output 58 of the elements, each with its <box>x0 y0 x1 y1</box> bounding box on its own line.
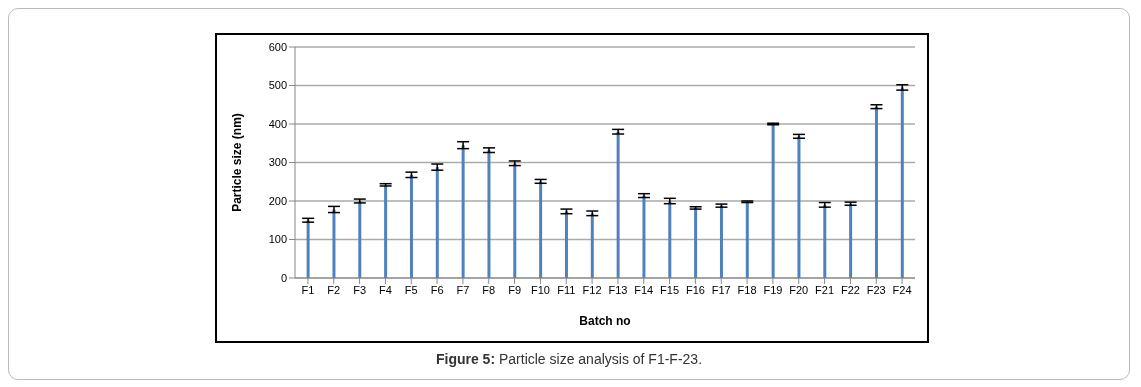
bar <box>849 203 853 278</box>
bar <box>616 131 620 278</box>
bar <box>409 174 413 278</box>
x-axis-title: Batch no <box>579 314 631 328</box>
bar <box>719 205 723 278</box>
x-tick-label: F4 <box>378 283 392 296</box>
bar <box>332 209 336 278</box>
bar <box>539 181 543 278</box>
x-tick-label: F6 <box>430 283 444 296</box>
bar <box>874 106 878 278</box>
bar <box>358 201 362 278</box>
y-axis-title: Particle size (nm) <box>230 113 245 212</box>
bar <box>590 213 594 278</box>
y-tick-label: 500 <box>268 79 287 92</box>
bar <box>797 136 801 278</box>
x-tick-label: F5 <box>404 283 418 296</box>
y-tick-label: 400 <box>268 117 287 130</box>
bar <box>487 150 491 278</box>
bar <box>513 163 517 278</box>
x-tick-label: F10 <box>530 283 550 296</box>
y-tick-label: 0 <box>280 271 287 284</box>
bar <box>642 195 646 278</box>
x-tick-label: F19 <box>763 283 783 296</box>
x-tick-label: F24 <box>892 283 912 296</box>
x-tick-label: F11 <box>557 283 576 296</box>
x-tick-label: F8 <box>482 283 496 296</box>
bar <box>461 145 465 278</box>
x-tick-label: F13 <box>608 283 628 296</box>
bar <box>384 184 388 278</box>
caption: Figure 5: Particle size analysis of F1-F-23. <box>434 351 704 367</box>
x-tick-label: F12 <box>582 283 602 296</box>
bar <box>668 201 672 278</box>
x-tick-label: F1 <box>301 283 315 296</box>
x-tick-label: F22 <box>840 283 860 296</box>
bar <box>900 87 904 278</box>
x-tick-label: F2 <box>327 283 341 296</box>
bar <box>823 204 827 278</box>
y-tick-label: 200 <box>268 194 287 207</box>
x-tick-label: F15 <box>660 283 680 296</box>
x-tick-label: F20 <box>789 283 809 296</box>
bar <box>435 167 439 278</box>
x-tick-label: F9 <box>508 283 522 296</box>
bar <box>745 201 749 278</box>
x-tick-label: F3 <box>353 283 367 296</box>
bar <box>564 211 568 278</box>
x-tick-label: F14 <box>634 283 654 296</box>
x-tick-label: F23 <box>866 283 886 296</box>
bar <box>771 124 775 278</box>
y-tick-label: 300 <box>268 156 287 169</box>
y-tick-label: 100 <box>268 233 287 246</box>
y-tick-label: 600 <box>268 40 287 53</box>
x-tick-label: F18 <box>737 283 757 296</box>
x-tick-label: F7 <box>456 283 470 296</box>
x-tick-label: F17 <box>711 283 731 296</box>
bar <box>694 207 698 278</box>
x-tick-label: F16 <box>685 283 705 296</box>
x-tick-label: F21 <box>815 283 835 296</box>
bar <box>306 220 310 278</box>
